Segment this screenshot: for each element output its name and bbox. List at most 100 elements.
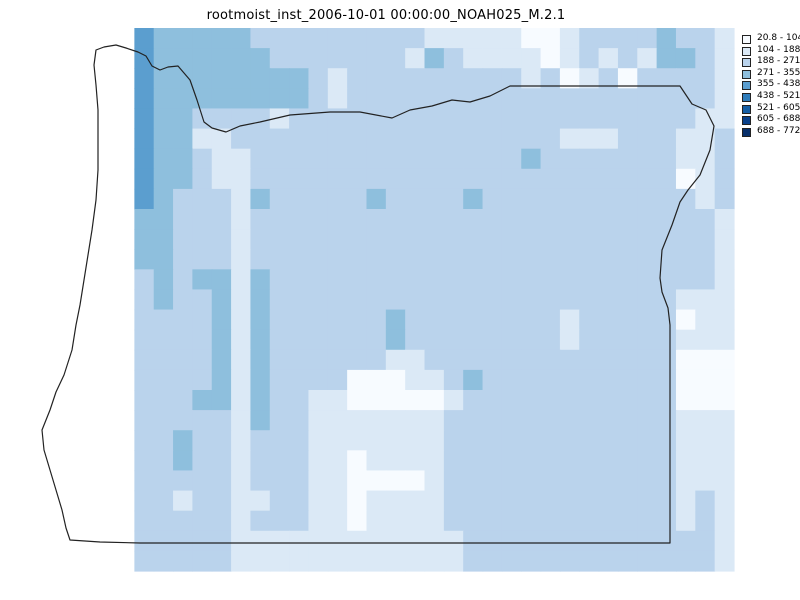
grid-cell xyxy=(559,450,580,472)
grid-cell xyxy=(366,88,387,110)
grid-cell xyxy=(579,168,600,190)
grid-cell xyxy=(501,410,522,431)
grid-cell xyxy=(559,148,580,170)
grid-cell xyxy=(637,249,658,270)
grid-cell xyxy=(559,108,580,130)
grid-cell xyxy=(250,450,271,472)
grid-cell xyxy=(540,390,561,411)
grid-cell xyxy=(637,550,658,572)
grid-cell xyxy=(250,530,271,552)
grid-cell xyxy=(327,470,348,492)
grid-cell xyxy=(443,88,464,110)
grid-cell xyxy=(211,390,232,411)
grid-cell xyxy=(173,289,193,311)
grid-cell xyxy=(675,188,696,210)
grid-cell xyxy=(269,269,290,291)
grid-cell xyxy=(637,148,658,170)
legend-label: 688 - 772 xyxy=(757,125,800,136)
grid-cell xyxy=(424,269,445,291)
grid-cell xyxy=(173,349,193,371)
grid-cell xyxy=(269,68,290,89)
grid-cell xyxy=(385,349,406,371)
grid-cell xyxy=(675,510,696,532)
grid-cell xyxy=(134,309,155,331)
grid-cell xyxy=(134,349,155,371)
grid-cell xyxy=(192,209,213,230)
grid-cell xyxy=(250,229,271,250)
grid-cell xyxy=(656,168,677,190)
grid-cell xyxy=(405,510,426,532)
grid-cell xyxy=(347,530,368,552)
grid-cell xyxy=(579,470,600,492)
grid-cell xyxy=(656,128,677,150)
grid-cell xyxy=(443,148,464,170)
grid-cell xyxy=(231,329,252,351)
grid-cell xyxy=(482,430,503,451)
grid-cell xyxy=(173,68,193,89)
grid-cell xyxy=(540,289,561,311)
grid-cell xyxy=(675,229,696,250)
grid-cell xyxy=(617,430,638,451)
grid-cell xyxy=(463,309,484,331)
grid-cell xyxy=(598,148,619,170)
grid-cell xyxy=(308,430,329,451)
grid-cell xyxy=(231,229,252,250)
grid-cell xyxy=(424,490,445,512)
legend-swatch xyxy=(742,46,751,56)
grid-cell xyxy=(173,128,193,150)
grid-cell xyxy=(695,329,716,351)
grid-cell xyxy=(579,349,600,371)
grid-cell xyxy=(192,430,213,451)
grid-cell xyxy=(521,269,542,291)
grid-cell xyxy=(656,470,677,492)
grid-cell xyxy=(695,128,716,150)
grid-cell xyxy=(269,410,290,431)
grid-cell xyxy=(559,68,580,89)
grid-cell xyxy=(695,550,716,572)
grid-cell xyxy=(308,550,329,572)
grid-cell xyxy=(347,510,368,532)
grid-cell xyxy=(347,148,368,170)
grid-cell xyxy=(211,48,232,69)
grid-cell xyxy=(327,450,348,472)
grid-cell xyxy=(134,390,155,411)
grid-cell xyxy=(617,168,638,190)
legend-label: 271 - 355 xyxy=(757,67,800,78)
grid-cell xyxy=(617,349,638,371)
grid-cell xyxy=(231,209,252,230)
grid-cell xyxy=(250,48,271,69)
grid-cell xyxy=(443,289,464,311)
grid-cell xyxy=(405,28,426,49)
grid-cell xyxy=(675,390,696,411)
grid-cell xyxy=(347,470,368,492)
grid-cell xyxy=(192,450,213,472)
grid-cell xyxy=(327,148,348,170)
grid-cell xyxy=(153,390,174,411)
grid-cell xyxy=(443,108,464,130)
grid-cell xyxy=(153,470,174,492)
grid-cell xyxy=(347,229,368,250)
grid-cell xyxy=(656,410,677,431)
grid-cell xyxy=(424,28,445,49)
grid-cell xyxy=(366,450,387,472)
grid-cell xyxy=(482,88,503,110)
grid-cell xyxy=(269,88,290,110)
grid-cell xyxy=(405,108,426,130)
grid-cell xyxy=(250,209,271,230)
grid-cell xyxy=(424,289,445,311)
grid-cell xyxy=(714,48,735,69)
grid-cell xyxy=(173,48,193,69)
grid-cell xyxy=(231,108,252,130)
grid-cell xyxy=(598,430,619,451)
grid-cell xyxy=(521,550,542,572)
grid-cell xyxy=(559,550,580,572)
grid-cell xyxy=(675,108,696,130)
grid-cell xyxy=(173,309,193,331)
grid-cell xyxy=(269,510,290,532)
grid-cell xyxy=(482,510,503,532)
grid-cell xyxy=(366,510,387,532)
grid-cell xyxy=(463,289,484,311)
grid-cell xyxy=(501,430,522,451)
grid-cell xyxy=(617,28,638,49)
grid-cell xyxy=(385,48,406,69)
